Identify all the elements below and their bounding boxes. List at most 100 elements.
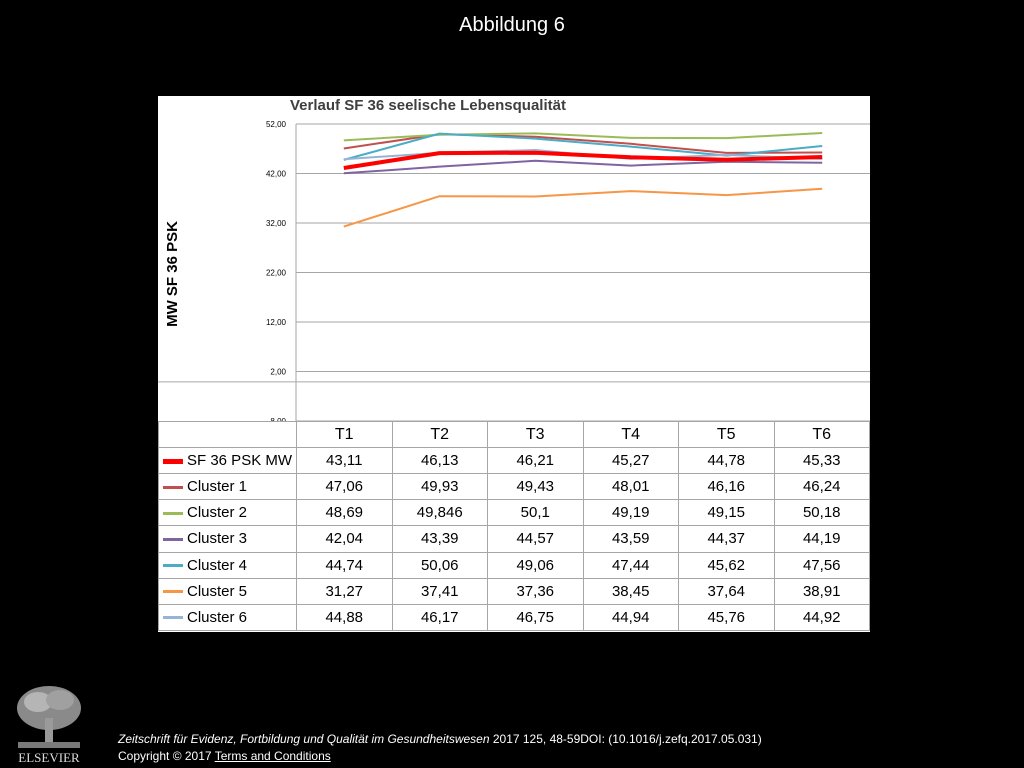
table-value-cell: 49,846 [391, 499, 488, 527]
table-row: Cluster 6 44,88 46,17 46,75 44,94 45,76 44,92 [158, 603, 870, 632]
terms-and-conditions-link[interactable]: Terms and Conditions [214, 749, 331, 763]
table-value-cell: 48,01 [582, 473, 679, 501]
table-value-cell: 50,06 [391, 551, 488, 579]
series-legend-cell: SF 36 PSK MW [158, 446, 297, 475]
table-column-header: T4 [582, 421, 679, 448]
series-legend-cell: Cluster 3 [158, 525, 297, 553]
copyright-line: Copyright © 2017 Terms and Conditions [118, 748, 762, 765]
table-value-cell: 37,36 [487, 577, 584, 605]
table-value-cell: 49,06 [487, 551, 584, 579]
table-value-cell: 42,04 [296, 525, 393, 553]
y-axis-label: MW SF 36 PSK [164, 221, 181, 327]
table-column-header: T2 [391, 421, 488, 448]
table-value-cell: 45,33 [773, 446, 870, 475]
table-value-cell: 44,88 [296, 603, 393, 632]
series-lines [343, 132, 823, 228]
line-chart: Verlauf SF 36 seelische Lebensqualität M… [158, 97, 870, 421]
table-value-cell: 46,75 [487, 603, 584, 632]
table-value-cell: 37,64 [678, 577, 775, 605]
y-tick-label: 12,00 [266, 318, 287, 327]
y-tick-label: 22,00 [266, 269, 287, 278]
series-name: Cluster 4 [187, 556, 248, 574]
table-value-cell: 46,16 [678, 473, 775, 501]
y-tick-label: 42,00 [266, 170, 287, 179]
table-value-cell: 44,19 [773, 525, 870, 553]
table-value-cell: 45,76 [678, 603, 775, 632]
table-value-cell: 49,93 [391, 473, 488, 501]
series-name: Cluster 2 [187, 504, 248, 522]
series-name: SF 36 PSK MW [187, 452, 293, 470]
table-value-cell: 43,11 [296, 446, 393, 475]
table-value-cell: 44,92 [773, 603, 870, 632]
table-value-cell: 49,43 [487, 473, 584, 501]
table-column-header: T5 [678, 421, 775, 448]
series-line-cluster-3 [343, 159, 823, 175]
table-value-cell: 47,44 [582, 551, 679, 579]
legend-swatch [163, 458, 183, 464]
table-value-cell: 37,41 [391, 577, 488, 605]
legend-swatch [163, 538, 183, 542]
table-row: Cluster 1 47,06 49,93 49,43 48,01 46,16 46,24 [158, 473, 870, 501]
table-row: SF 36 PSK MW 43,11 46,13 46,21 45,27 44,78 45,… [158, 446, 870, 475]
table-value-cell: 49,15 [678, 499, 775, 527]
table-value-cell: 43,39 [391, 525, 488, 553]
y-tick-label: 32,00 [266, 219, 287, 228]
series-name: Cluster 3 [187, 530, 248, 548]
table-value-cell: 44,37 [678, 525, 775, 553]
table-column-header: T6 [773, 421, 870, 448]
table-value-cell: 46,24 [773, 473, 870, 501]
table-value-cell: 48,69 [296, 499, 393, 527]
table-row: Cluster 2 48,69 49,846 50,1 49,19 49,15 50,18 [158, 499, 870, 527]
series-line-cluster-2 [343, 132, 823, 142]
gridlines [158, 123, 870, 421]
table-row: Cluster 3 42,04 43,39 44,57 43,59 44,37 44,19 [158, 525, 870, 553]
table-row: Cluster 4 44,74 50,06 49,06 47,44 45,62 47,56 [158, 551, 870, 579]
table-corner-cell [158, 421, 297, 448]
series-legend-cell: Cluster 4 [158, 551, 297, 579]
chart-figure: Verlauf SF 36 seelische Lebensqualität M… [158, 96, 870, 632]
journal-name: Zeitschrift für Evidenz, Fortbildung und… [118, 732, 490, 746]
slide-title: Abbildung 6 [459, 14, 565, 36]
series-name: Cluster 1 [187, 478, 248, 496]
table-value-cell: 46,13 [391, 446, 488, 475]
table-value-cell: 50,18 [773, 499, 870, 527]
table-value-cell: 46,21 [487, 446, 584, 475]
data-table: T1 T2 T3 T4 T5 T6 SF 36 PSK MW 43,11 46,13 46,21… [158, 421, 870, 632]
table-column-header: T1 [296, 421, 393, 448]
table-value-cell: 43,59 [582, 525, 679, 553]
y-tick-label: 2,00 [270, 368, 286, 377]
series-name: Cluster 5 [187, 582, 248, 600]
copyright-text: Copyright © 2017 [118, 749, 215, 763]
series-line-cluster-5 [343, 187, 823, 228]
table-value-cell: 38,45 [582, 577, 679, 605]
table-value-cell: 45,27 [582, 446, 679, 475]
table-value-cell: 45,62 [678, 551, 775, 579]
table-value-cell: 44,74 [296, 551, 393, 579]
legend-swatch [163, 590, 183, 594]
y-tick-label: 52,00 [266, 120, 287, 129]
table-value-cell: 47,06 [296, 473, 393, 501]
table-header-row: T1 T2 T3 T4 T5 T6 [158, 421, 870, 448]
series-line-sf-36-psk-mw [343, 150, 823, 170]
logo-wordmark: ELSEVIER [18, 750, 80, 765]
chart-title: Verlauf SF 36 seelische Lebensqualität [290, 97, 566, 114]
table-value-cell: 46,17 [391, 603, 488, 632]
legend-swatch [163, 485, 183, 489]
series-legend-cell: Cluster 5 [158, 577, 297, 605]
table-value-cell: 44,78 [678, 446, 775, 475]
table-value-cell: 44,94 [582, 603, 679, 632]
series-line-cluster-4 [343, 132, 823, 161]
elsevier-logo: ELSEVIER [8, 680, 90, 766]
table-value-cell: 49,19 [582, 499, 679, 527]
series-legend-cell: Cluster 6 [158, 603, 297, 632]
table-value-cell: 47,56 [773, 551, 870, 579]
legend-swatch [163, 616, 183, 620]
table-value-cell: 31,27 [296, 577, 393, 605]
table-row: Cluster 5 31,27 37,41 37,36 38,45 37,64 38,91 [158, 577, 870, 605]
citation-line: Zeitschrift für Evidenz, Fortbildung und… [118, 731, 762, 748]
y-tick-labels: 52,00 42,00 32,00 22,00 12,00 2,00 -8,00 [266, 120, 287, 421]
legend-swatch [163, 564, 183, 568]
table-value-cell: 38,91 [773, 577, 870, 605]
legend-swatch [163, 511, 183, 515]
y-tick-label: -8,00 [268, 417, 287, 421]
